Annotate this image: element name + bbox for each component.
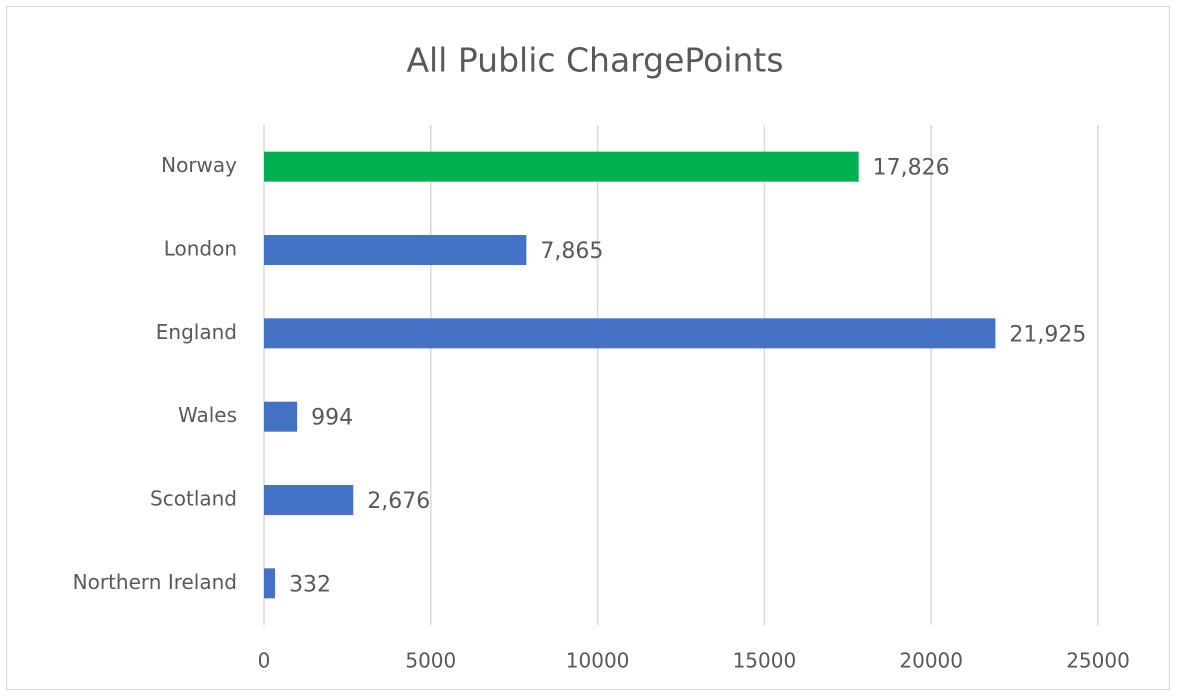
x-tick-label: 15000 [733,649,797,673]
value-label: 17,826 [873,156,950,181]
x-tick-label: 0 [258,649,271,673]
y-tick-label: England [156,320,237,344]
value-label: 2,676 [367,489,430,514]
chart-title: All Public ChargePoints [406,41,783,80]
y-tick-label: Northern Ireland [73,570,237,594]
bar [264,568,276,599]
y-tick-label: Wales [178,403,237,427]
x-tick-label: 10000 [566,649,630,673]
value-label: 7,865 [540,239,603,264]
y-tick-label: London [164,237,237,261]
bar [264,485,354,515]
value-label: 994 [311,406,353,431]
bar [264,401,298,432]
bar [264,235,527,265]
value-label: 332 [289,572,331,597]
x-tick-label: 5000 [405,649,456,673]
bar [264,151,859,182]
bar [264,318,996,349]
x-tick-label: 20000 [899,649,963,673]
y-tick-label: Norway [161,153,237,177]
x-tick-label: 25000 [1066,649,1130,673]
y-tick-label: Scotland [150,487,237,511]
value-label: 21,925 [1009,322,1086,347]
